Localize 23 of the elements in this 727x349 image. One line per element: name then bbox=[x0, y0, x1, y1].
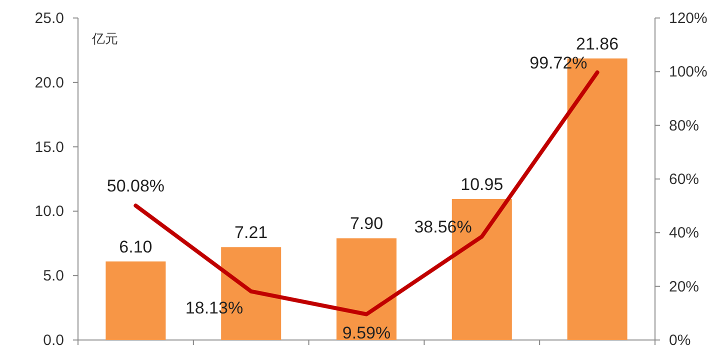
y-tick-label: 15.0 bbox=[34, 138, 64, 156]
y2-tick-label: 80% bbox=[669, 117, 700, 134]
y2-tick-label: 100% bbox=[669, 64, 708, 81]
data-label: 7.21 bbox=[234, 223, 268, 242]
y-tick-label: 20.0 bbox=[34, 74, 64, 92]
bar bbox=[106, 261, 166, 340]
y-axis-title: 亿元 bbox=[91, 31, 118, 46]
y2-tick-label: 120% bbox=[669, 10, 708, 27]
data-label: 6.10 bbox=[119, 237, 152, 256]
bar bbox=[336, 238, 397, 340]
data-label: 9.59% bbox=[342, 323, 391, 342]
data-label: 21.86 bbox=[576, 34, 619, 54]
y2-tick-label: 0% bbox=[669, 332, 691, 349]
y-tick-label: 10.0 bbox=[34, 203, 64, 220]
data-label: 50.08% bbox=[106, 176, 165, 196]
y-tick-label: 0.0 bbox=[43, 332, 64, 349]
y2-tick-label: 60% bbox=[669, 171, 700, 188]
data-label: 10.95 bbox=[460, 174, 504, 194]
y2-tick-label: 40% bbox=[669, 224, 700, 242]
y2-tick-label: 20% bbox=[669, 278, 700, 296]
y-tick-label: 25.0 bbox=[34, 10, 64, 27]
data-label: 7.90 bbox=[350, 214, 384, 234]
y-tick-label: 5.0 bbox=[43, 268, 64, 285]
